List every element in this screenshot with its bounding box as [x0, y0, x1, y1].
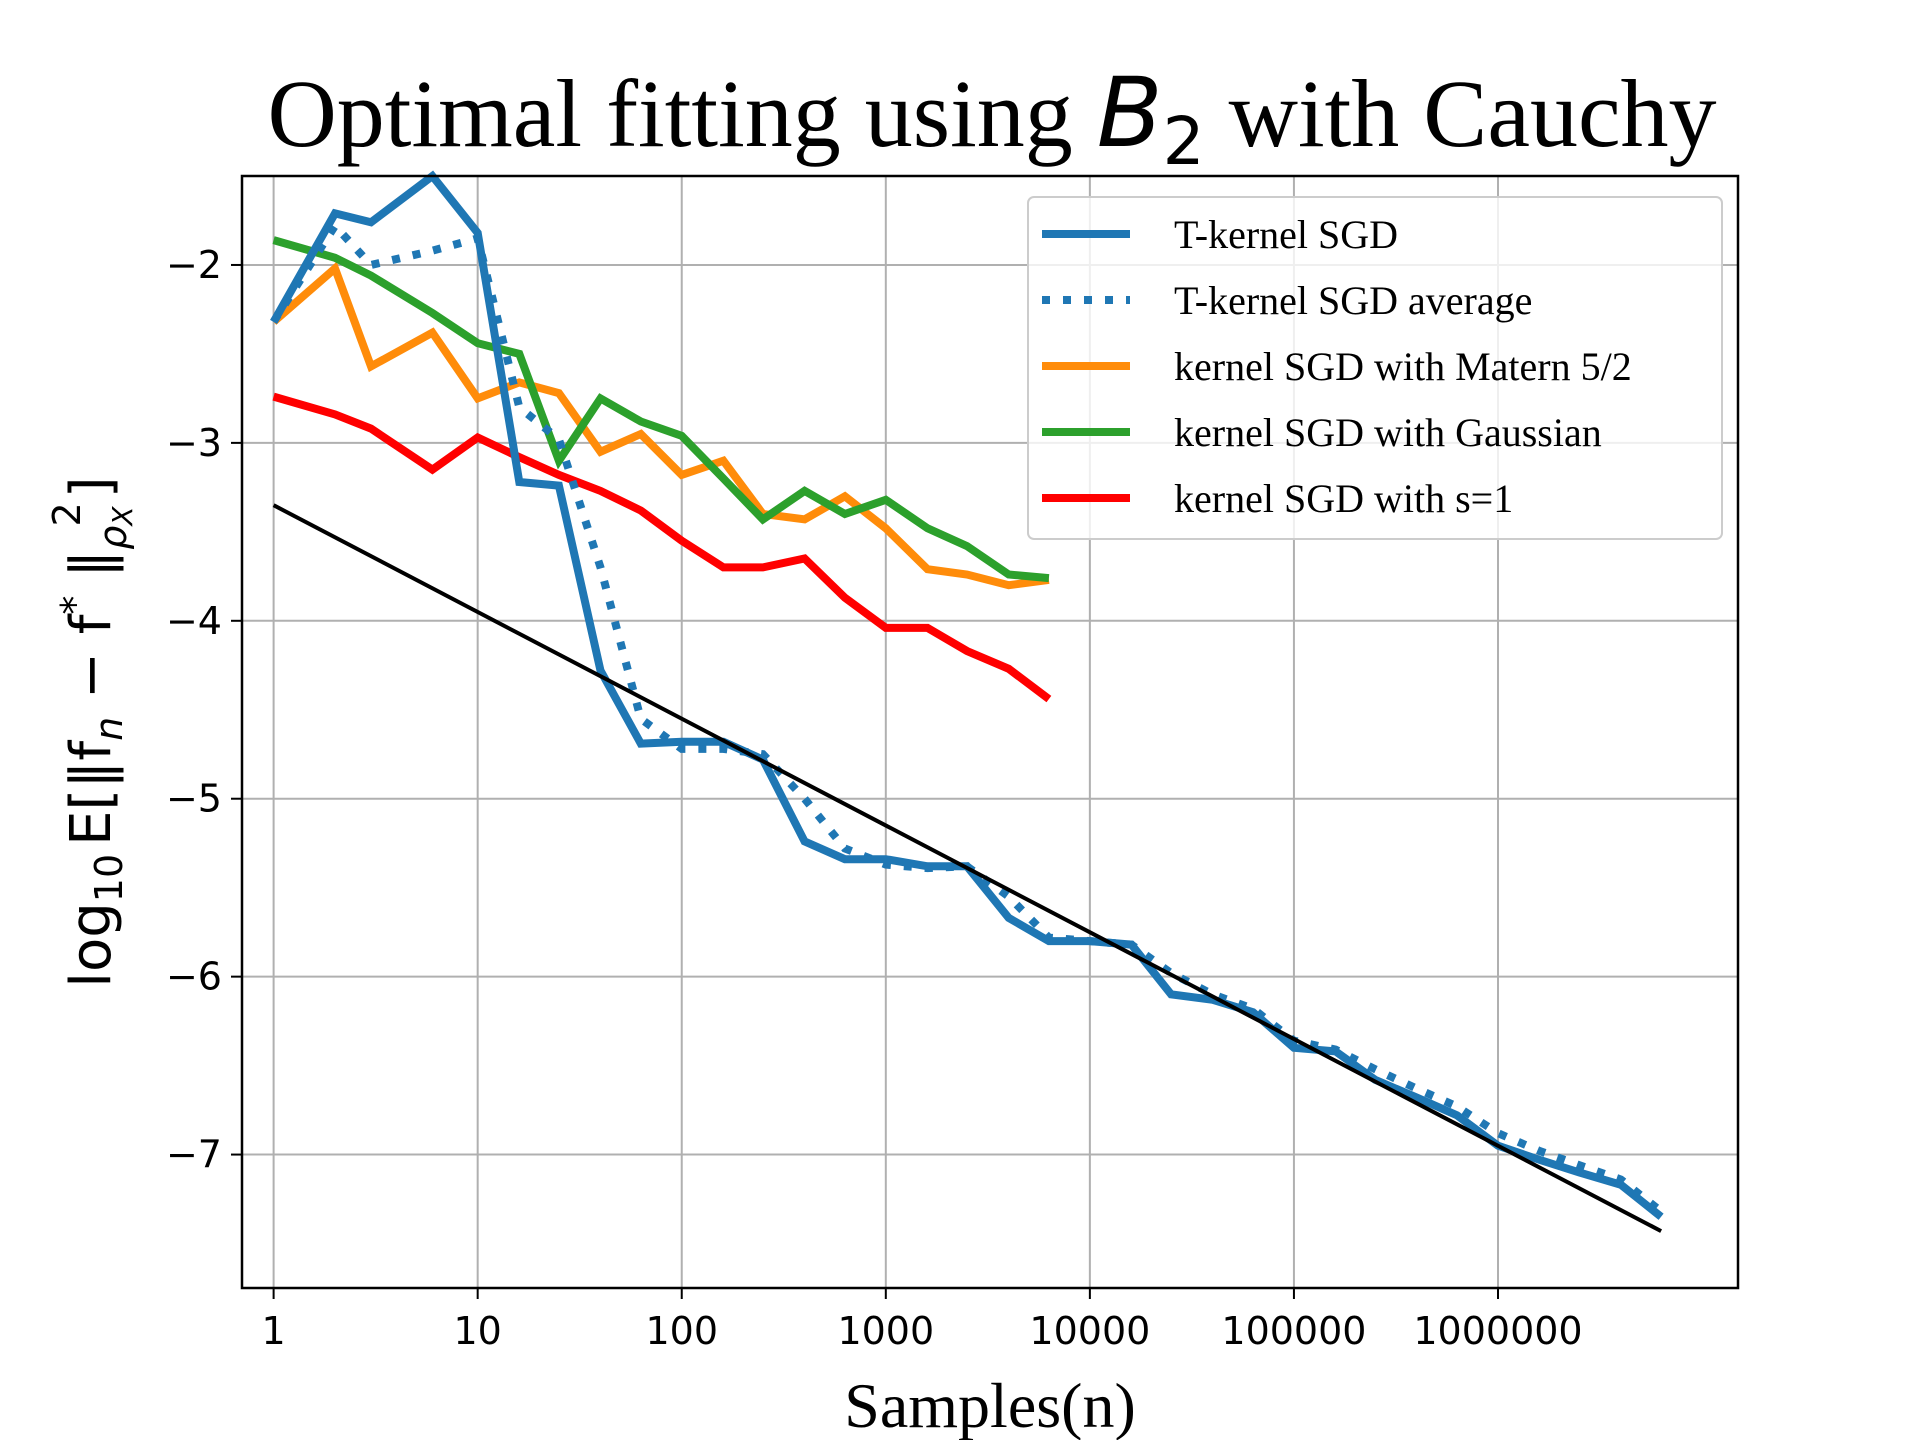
chart-title-math-symbol: B [1097, 57, 1163, 169]
chart-title-math-subscript: 2 [1163, 103, 1205, 180]
chart-title-prefix: Optimal fitting using [267, 60, 1096, 167]
legend: T-kernel SGD T-kernel SGD average kernel S… [1027, 196, 1723, 540]
legend-label: kernel SGD with Matern 5/2 [1174, 344, 1632, 389]
y-tick-label: −2 [166, 243, 222, 287]
y-tick-label: −7 [166, 1133, 222, 1177]
reference-line [272, 503, 1663, 1233]
x-tick-label: 10 [453, 1309, 501, 1353]
x-tick-label: 1000000 [1413, 1309, 1582, 1353]
y-tick-label: −6 [166, 955, 222, 999]
y-axis-label-log-subscript: 10 [87, 854, 131, 902]
y-tick-label: −3 [166, 421, 222, 465]
series-line-0 [270, 170, 1664, 1220]
x-tick-label: 10000 [1029, 1309, 1150, 1353]
x-tick-label: 100000 [1221, 1309, 1366, 1353]
y-axis-label-x-subscript: X [106, 506, 139, 528]
y-axis-label-body: [‖f [59, 740, 124, 811]
y-axis-label-log: log [59, 902, 124, 987]
series-line-4 [272, 392, 1052, 703]
y-tick-label: −4 [166, 599, 222, 643]
y-axis-label: log10 E[‖fn − f* ‖ρX2] [45, 476, 139, 987]
chart-title-suffix: with Cauchy [1205, 60, 1717, 167]
legend-label: kernel SGD with s=1 [1174, 476, 1513, 521]
chart-title: Optimal fitting using B2 with Cauchy [267, 57, 1716, 180]
x-tick-label: 1000 [837, 1309, 934, 1353]
y-axis-label-end: ] [59, 476, 124, 498]
legend-box [1027, 196, 1723, 540]
series-line-1 [270, 219, 1664, 1215]
series-layer [270, 170, 1664, 1233]
y-axis-label-n-subscript: n [87, 717, 131, 741]
x-tick-label: 1 [262, 1309, 286, 1353]
series-line-3 [272, 236, 1050, 583]
legend-label: T-kernel SGD average [1174, 278, 1532, 323]
x-tick-label: 100 [645, 1309, 718, 1353]
y-axis-label-rho-subscript: ρ [91, 526, 135, 550]
plot-frame [240, 174, 1740, 1290]
y-tick-label: −5 [166, 777, 222, 821]
y-axis-label-close: ‖ [59, 550, 124, 596]
y-axis-label-minus: − f [59, 613, 124, 717]
y-axis-label-square: 2 [45, 502, 89, 526]
y-axis-label-expectation: E [59, 810, 124, 845]
series-line-2 [270, 261, 1050, 590]
y-axis-label-star: * [53, 596, 97, 615]
ticks-layer: 1 10 100 1000 10000 100000 1000000 −2 −3 −4 −5 −6 −7 [166, 243, 1583, 1353]
x-axis-label: Samples(n) [844, 1370, 1136, 1440]
legend-label: T-kernel SGD [1174, 212, 1398, 257]
legend-label: kernel SGD with Gaussian [1174, 410, 1602, 455]
